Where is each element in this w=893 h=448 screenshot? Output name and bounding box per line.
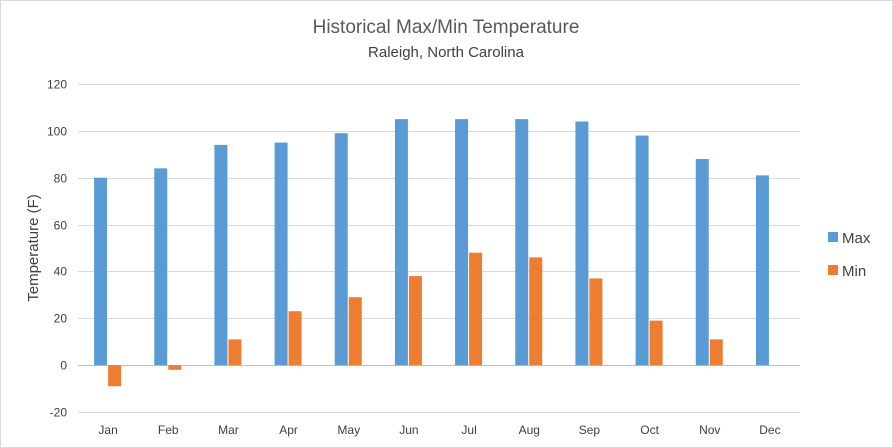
bar-max-jan — [94, 177, 108, 366]
bar-min-oct — [649, 320, 663, 366]
bar-max-oct — [635, 135, 649, 366]
bar-min-jun — [408, 276, 422, 366]
y-tick-label: 60 — [54, 219, 68, 233]
y-tick-label: 20 — [54, 312, 68, 326]
legend-swatch-min — [828, 265, 838, 275]
y-tick-label: 100 — [47, 125, 67, 139]
bar-min-jan — [108, 365, 122, 387]
y-tick-labels: -20 0 20 40 60 80 100 120 — [47, 78, 67, 420]
y-tick-label: 120 — [47, 78, 67, 92]
bar-max-sep — [575, 121, 589, 366]
bar-max-aug — [515, 119, 529, 366]
bar-min-may — [348, 297, 362, 366]
bars — [94, 119, 769, 387]
gridlines — [78, 84, 800, 413]
y-tick-label: -20 — [50, 406, 68, 420]
x-tick-label: May — [337, 423, 360, 437]
bar-max-nov — [695, 158, 709, 366]
bar-max-jul — [455, 119, 469, 366]
legend-label-max: Max — [842, 230, 871, 247]
y-tick-label: 0 — [60, 359, 67, 373]
bar-max-may — [334, 133, 348, 366]
bar-min-feb — [168, 365, 182, 370]
bar-max-feb — [154, 168, 168, 366]
bar-min-sep — [589, 278, 603, 366]
bar-min-nov — [709, 339, 723, 366]
x-tick-label: Aug — [519, 423, 540, 437]
bar-max-apr — [274, 142, 288, 366]
x-tick-label: Mar — [218, 423, 239, 437]
x-tick-label: Jan — [98, 423, 117, 437]
bar-min-jul — [469, 252, 483, 366]
x-tick-label: Feb — [158, 423, 179, 437]
x-tick-label: Jul — [461, 423, 476, 437]
x-tick-label: Nov — [699, 423, 720, 437]
bar-min-mar — [228, 339, 242, 366]
x-tick-label: Sep — [579, 423, 601, 437]
legend-swatch-max — [828, 232, 838, 242]
bar-max-jun — [394, 119, 408, 366]
bar-max-mar — [214, 144, 228, 366]
x-tick-label: Oct — [640, 423, 659, 437]
y-axis-title: Temperature (F) — [25, 194, 42, 302]
legend-label-min: Min — [842, 263, 866, 280]
x-tick-label: Dec — [759, 423, 780, 437]
chart-title: Historical Max/Min Temperature — [313, 17, 580, 38]
y-tick-label: 40 — [54, 265, 68, 279]
x-tick-label: Jun — [399, 423, 418, 437]
legend: Max Min — [828, 230, 871, 280]
x-tick-labels: Jan Feb Mar Apr May Jun Jul Aug Sep Oct Nov Dec — [98, 423, 780, 437]
bar-max-dec — [755, 175, 769, 366]
chart-subtitle: Raleigh, North Carolina — [368, 44, 525, 61]
bar-min-aug — [529, 257, 543, 366]
y-tick-label: 80 — [54, 172, 68, 186]
x-tick-label: Apr — [279, 423, 298, 437]
bar-min-apr — [288, 311, 302, 366]
